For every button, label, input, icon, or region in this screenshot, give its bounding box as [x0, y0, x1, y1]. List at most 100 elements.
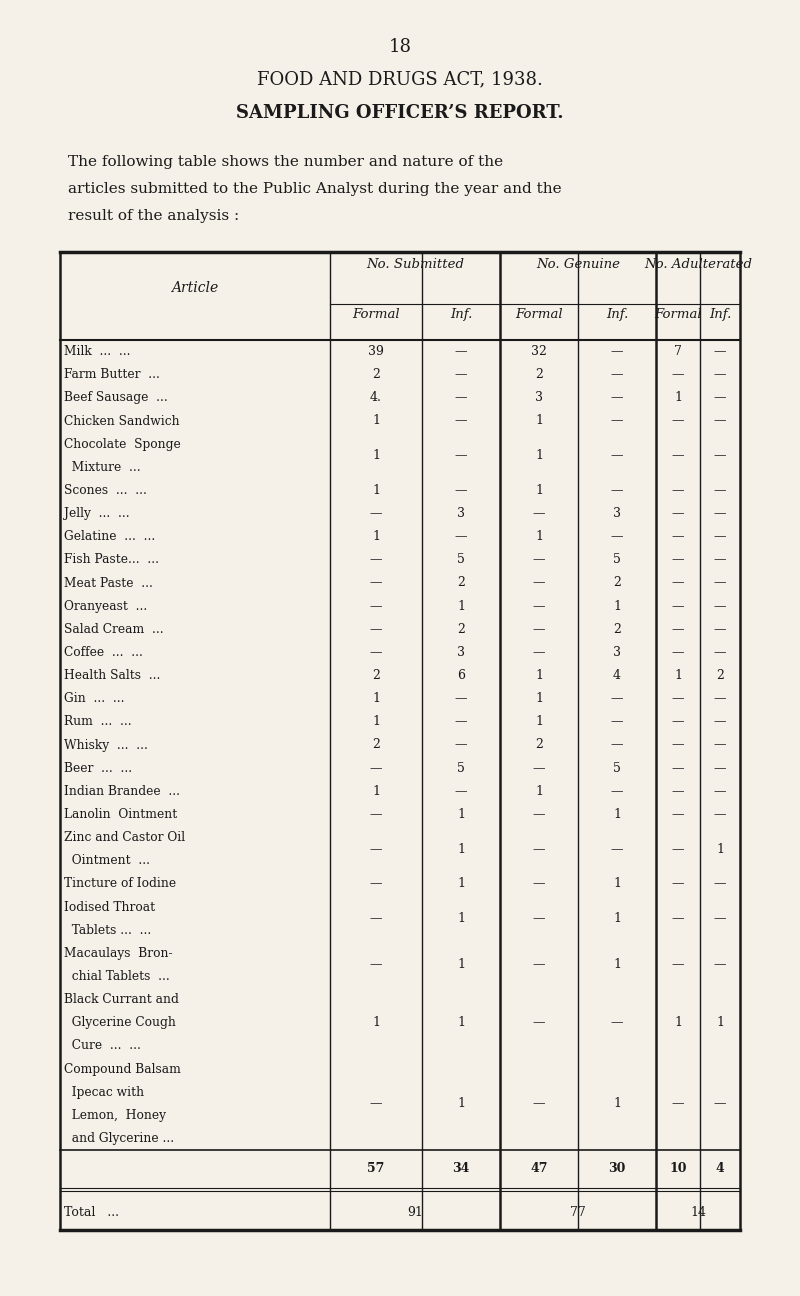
Text: 47: 47: [530, 1163, 548, 1175]
Text: —: —: [672, 450, 684, 463]
Text: Lemon,  Honey: Lemon, Honey: [64, 1109, 166, 1122]
Text: Gelatine  ...  ...: Gelatine ... ...: [64, 530, 155, 543]
Text: —: —: [672, 600, 684, 613]
Text: —: —: [714, 577, 726, 590]
Text: —: —: [370, 807, 382, 820]
Text: Ipecac with: Ipecac with: [64, 1086, 144, 1099]
Text: 77: 77: [570, 1205, 586, 1218]
Text: Gin  ...  ...: Gin ... ...: [64, 692, 125, 705]
Text: —: —: [533, 958, 546, 972]
Text: 1: 1: [457, 807, 465, 820]
Text: —: —: [672, 692, 684, 705]
Text: 1: 1: [535, 530, 543, 543]
Text: 2: 2: [613, 577, 621, 590]
Text: Health Salts  ...: Health Salts ...: [64, 669, 160, 682]
Text: 18: 18: [389, 38, 411, 56]
Text: —: —: [610, 692, 623, 705]
Text: —: —: [714, 553, 726, 566]
Text: Salad Cream  ...: Salad Cream ...: [64, 623, 164, 636]
Text: —: —: [714, 807, 726, 820]
Text: —: —: [533, 912, 546, 925]
Text: 6: 6: [457, 669, 465, 682]
Text: —: —: [714, 958, 726, 972]
Text: 1: 1: [372, 785, 380, 798]
Text: Coffee  ...  ...: Coffee ... ...: [64, 645, 143, 658]
Text: 30: 30: [608, 1163, 626, 1175]
Text: 1: 1: [535, 715, 543, 728]
Text: —: —: [454, 483, 467, 496]
Text: —: —: [714, 912, 726, 925]
Text: 1: 1: [674, 391, 682, 404]
Text: —: —: [454, 785, 467, 798]
Text: Black Currant and: Black Currant and: [64, 993, 179, 1006]
Text: result of the analysis :: result of the analysis :: [68, 209, 239, 223]
Text: —: —: [454, 450, 467, 463]
Text: 2: 2: [613, 623, 621, 636]
Text: 2: 2: [535, 739, 543, 752]
Text: 10: 10: [670, 1163, 686, 1175]
Text: —: —: [610, 415, 623, 428]
Text: —: —: [672, 785, 684, 798]
Text: 1: 1: [535, 415, 543, 428]
Text: 5: 5: [613, 762, 621, 775]
Text: 2: 2: [457, 623, 465, 636]
Text: —: —: [714, 715, 726, 728]
Text: —: —: [610, 345, 623, 358]
Text: —: —: [672, 507, 684, 520]
Text: —: —: [533, 1016, 546, 1029]
Text: Article: Article: [171, 281, 218, 295]
Text: —: —: [370, 762, 382, 775]
Text: —: —: [370, 507, 382, 520]
Text: —: —: [610, 785, 623, 798]
Text: and Glycerine ...: and Glycerine ...: [64, 1131, 174, 1144]
Text: —: —: [370, 623, 382, 636]
Text: 4.: 4.: [370, 391, 382, 404]
Text: 39: 39: [368, 345, 384, 358]
Text: Fish Paste...  ...: Fish Paste... ...: [64, 553, 159, 566]
Text: Compound Balsam: Compound Balsam: [64, 1063, 181, 1076]
Text: —: —: [672, 877, 684, 890]
Text: No. Submitted: No. Submitted: [366, 258, 464, 271]
Text: —: —: [610, 1016, 623, 1029]
Text: 1: 1: [372, 1016, 380, 1029]
Text: 1: 1: [457, 958, 465, 972]
Text: —: —: [714, 530, 726, 543]
Text: 2: 2: [716, 669, 724, 682]
Text: —: —: [672, 577, 684, 590]
Text: —: —: [533, 553, 546, 566]
Text: —: —: [370, 577, 382, 590]
Text: 2: 2: [372, 368, 380, 381]
Text: —: —: [610, 715, 623, 728]
Text: Formal: Formal: [515, 308, 563, 321]
Text: Milk  ...  ...: Milk ... ...: [64, 345, 130, 358]
Text: —: —: [672, 739, 684, 752]
Text: Meat Paste  ...: Meat Paste ...: [64, 577, 153, 590]
Text: —: —: [714, 450, 726, 463]
Text: —: —: [610, 530, 623, 543]
Text: Iodised Throat: Iodised Throat: [64, 901, 155, 914]
Text: 5: 5: [613, 553, 621, 566]
Text: 3: 3: [613, 645, 621, 658]
Text: Cure  ...  ...: Cure ... ...: [64, 1039, 141, 1052]
Text: —: —: [672, 368, 684, 381]
Text: Tincture of Iodine: Tincture of Iodine: [64, 877, 176, 890]
Text: —: —: [672, 912, 684, 925]
Text: 7: 7: [674, 345, 682, 358]
Text: 1: 1: [457, 1016, 465, 1029]
Text: SAMPLING OFFICER’S REPORT.: SAMPLING OFFICER’S REPORT.: [236, 104, 564, 122]
Text: 3: 3: [457, 507, 465, 520]
Text: —: —: [714, 415, 726, 428]
Text: Beef Sausage  ...: Beef Sausage ...: [64, 391, 168, 404]
Text: —: —: [714, 368, 726, 381]
Text: Whisky  ...  ...: Whisky ... ...: [64, 739, 148, 752]
Text: Macaulays  Bron-: Macaulays Bron-: [64, 947, 173, 960]
Text: —: —: [714, 623, 726, 636]
Text: 1: 1: [613, 600, 621, 613]
Text: —: —: [370, 877, 382, 890]
Text: 1: 1: [535, 785, 543, 798]
Text: Inf.: Inf.: [450, 308, 472, 321]
Text: —: —: [714, 739, 726, 752]
Text: 57: 57: [367, 1163, 385, 1175]
Text: Chocolate  Sponge: Chocolate Sponge: [64, 438, 181, 451]
Text: 1: 1: [372, 450, 380, 463]
